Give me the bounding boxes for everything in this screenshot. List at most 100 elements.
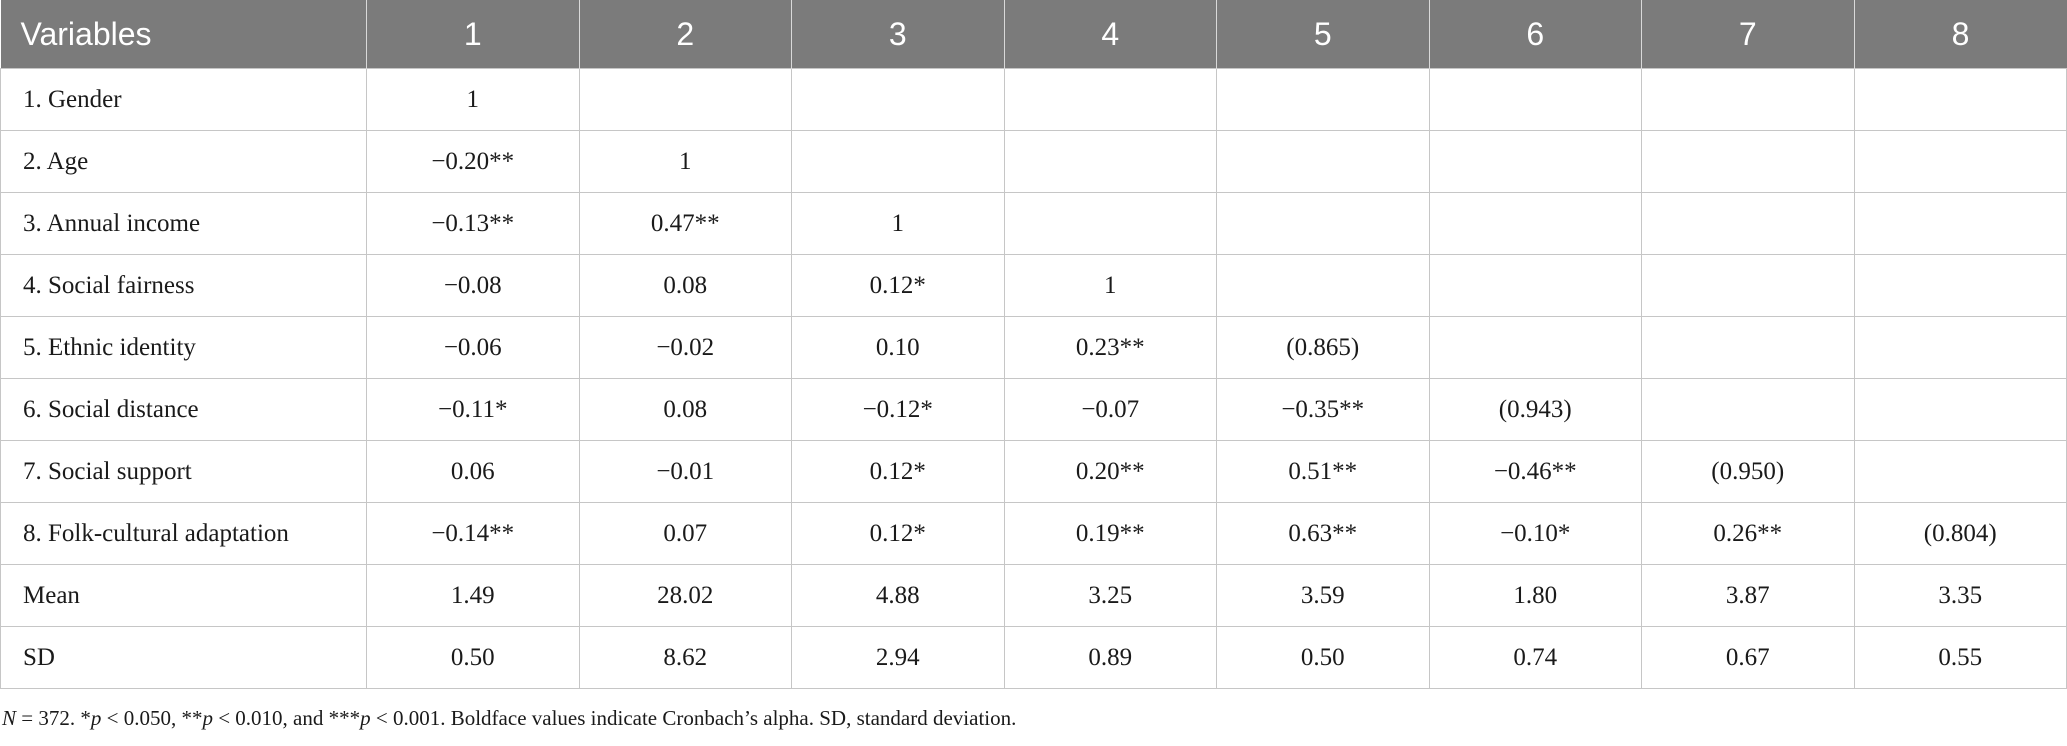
table-cell: −0.35** [1216,378,1430,441]
table-row: Mean 1.49 28.02 4.88 3.25 3.59 1.80 3.87 3.35 [0,564,2067,627]
table-cell: 0.63** [1216,502,1430,565]
header-col-4: 4 [1004,0,1217,69]
table-cell [1641,316,1855,379]
footnote-p: p [360,706,371,730]
table-cell [791,130,1005,193]
table-row: 1. Gender 1 [0,68,2067,131]
row-label: 6. Social distance [0,378,367,441]
footnote-p: p [90,706,102,730]
table-cell: 0.51** [1216,440,1430,503]
table-cell: 28.02 [578,564,792,627]
table-cell: 0.08 [578,254,792,317]
table-cell: 0.74 [1428,626,1642,689]
table-cell [1216,68,1430,131]
table-cell: 4.88 [791,564,1005,627]
table-cell: 1.49 [366,564,580,627]
table-cell [1428,316,1642,379]
header-col-7: 7 [1641,0,1855,69]
table-cell [1216,130,1430,193]
table-cell: (0.865) [1216,316,1430,379]
row-label: SD [0,626,367,689]
header-col-5: 5 [1216,0,1430,69]
row-label: 2. Age [0,130,367,193]
table-cell: 3.59 [1216,564,1430,627]
table-footnote: N = 372. *p < 0.050, **p < 0.010, and **… [2,706,1016,731]
table-cell [1428,68,1642,131]
header-col-3: 3 [791,0,1005,69]
table-cell: −0.01 [578,440,792,503]
table-cell: −0.14** [366,502,580,565]
table-cell: 0.06 [366,440,580,503]
footnote-text: < 0.010, and *** [212,706,361,730]
header-col-6: 6 [1429,0,1642,69]
row-label: 5. Ethnic identity [0,316,367,379]
table-cell [1853,68,2067,131]
table-cell: 0.12* [791,502,1005,565]
footnote-p: p [202,706,213,730]
table-row: 5. Ethnic identity −0.06 −0.02 0.10 0.23** (0… [0,316,2067,379]
row-label: 3. Annual income [0,192,367,255]
table-row: SD 0.50 8.62 2.94 0.89 0.50 0.74 0.67 0.55 [0,626,2067,689]
table-cell [1003,192,1217,255]
table-cell [1641,378,1855,441]
table-cell: 3.35 [1853,564,2067,627]
table-cell: 0.07 [578,502,792,565]
table-cell [1216,254,1430,317]
row-label: 7. Social support [0,440,367,503]
table-cell: 1 [366,68,580,131]
table-cell [1216,192,1430,255]
table-row: 4. Social fairness −0.08 0.08 0.12* 1 [0,254,2067,317]
table-cell: −0.10* [1428,502,1642,565]
table-cell: −0.46** [1428,440,1642,503]
table-row: 6. Social distance −0.11* 0.08 −0.12* −0.07−… [0,378,2067,441]
table-cell: 0.10 [791,316,1005,379]
table-cell [1853,192,2067,255]
table-cell: −0.07 [1003,378,1217,441]
table-cell: 0.50 [1216,626,1430,689]
table-cell [1641,254,1855,317]
row-label: Mean [0,564,367,627]
table-cell [1641,68,1855,131]
table-cell [1853,378,2067,441]
table-cell: −0.08 [366,254,580,317]
table-header-row: Variables 1 2 3 4 5 6 7 8 [0,0,2067,69]
table-cell: −0.11* [366,378,580,441]
table-cell: 1 [578,130,792,193]
correlation-table-container: Variables 1 2 3 4 5 6 7 8 1. Gender 1 2. Age −0.20*… [0,0,2067,689]
table-cell: (0.943) [1428,378,1642,441]
table-cell: 2.94 [791,626,1005,689]
table-cell: −0.02 [578,316,792,379]
table-cell: 1.80 [1428,564,1642,627]
table-row: 7. Social support 0.06 −0.01 0.12* 0.20** 0.5… [0,440,2067,503]
footnote-text: < 0.001. Boldface values indicate Cronba… [370,706,1017,730]
row-label: 1. Gender [0,68,367,131]
table-row: 3. Annual income −0.13** 0.47** 1 [0,192,2067,255]
table-cell [1428,192,1642,255]
row-label: 8. Folk-cultural adaptation [0,502,367,565]
table-cell [1853,130,2067,193]
table-cell: 0.67 [1641,626,1855,689]
table-cell: (0.804) [1853,502,2067,565]
table-cell [1428,130,1642,193]
table-cell [1853,316,2067,379]
table-cell: 3.87 [1641,564,1855,627]
table-cell [578,68,792,131]
table-cell: 3.25 [1003,564,1217,627]
table-cell [1003,130,1217,193]
table-cell: 1 [791,192,1005,255]
table-cell: 0.55 [1853,626,2067,689]
header-col-8: 8 [1854,0,2067,69]
footnote-text: = 372. * [16,706,91,730]
table-cell [1428,254,1642,317]
table-cell: 0.08 [578,378,792,441]
table-cell [1853,440,2067,503]
table-cell: (0.950) [1641,440,1855,503]
table-cell: 0.20** [1003,440,1217,503]
table-cell: 0.50 [366,626,580,689]
table-cell: 0.23** [1003,316,1217,379]
table-cell [791,68,1005,131]
table-cell [1853,254,2067,317]
table-cell [1003,68,1217,131]
table-cell: 0.19** [1003,502,1217,565]
table-cell: −0.20** [366,130,580,193]
